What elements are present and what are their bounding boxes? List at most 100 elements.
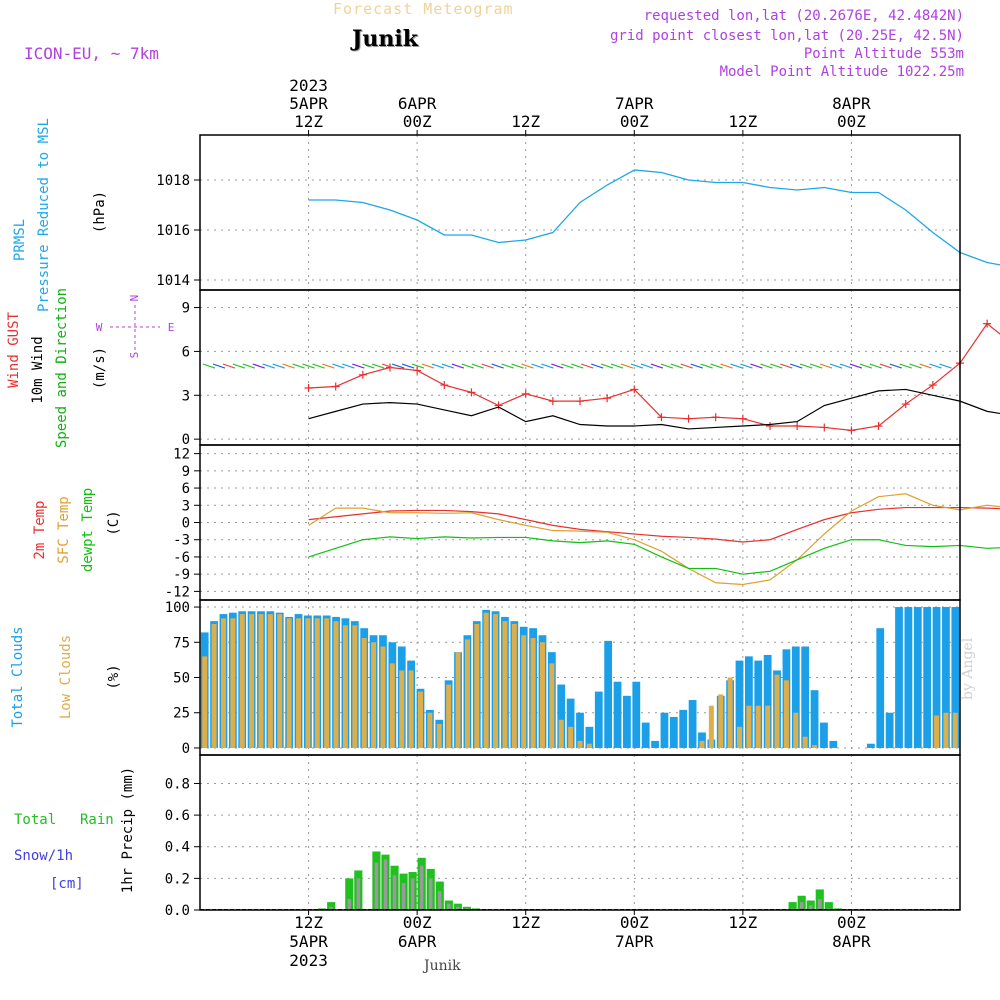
- wind-direction-arrow: [581, 363, 594, 369]
- wind-direction-arrow: [332, 363, 345, 369]
- wind-direction-arrow: [780, 363, 793, 369]
- wind-direction-arrow: [919, 363, 932, 369]
- low-cloud-bar: [267, 614, 273, 748]
- low-cloud-bar: [783, 680, 789, 748]
- top-time-label: 12Z: [728, 112, 757, 131]
- temp-line-0: [308, 506, 1000, 543]
- low-cloud-bar: [483, 612, 489, 748]
- station-name: Junik: [352, 26, 418, 52]
- low-cloud-bar: [436, 724, 442, 748]
- y-axis-label: (%): [106, 664, 122, 689]
- panel-frame: [199, 754, 961, 911]
- wind-direction-arrow: [451, 363, 465, 369]
- wind-direction-arrow: [700, 363, 713, 369]
- top-time-label: 6APR: [398, 94, 437, 113]
- precip-rain-bar: [329, 906, 333, 910]
- low-cloud-bar: [708, 705, 714, 748]
- wind-direction-arrow: [889, 363, 902, 369]
- wind-direction-arrow: [401, 363, 415, 369]
- wind-direction-arrow: [800, 363, 813, 369]
- compass-n: N: [128, 295, 141, 302]
- low-cloud-bar: [427, 712, 433, 748]
- side-label-low-clouds: Low Clouds: [58, 635, 74, 719]
- low-cloud-bar: [812, 745, 818, 748]
- grid-point: grid point closest lon,lat (20.25E, 42.5…: [609, 28, 964, 44]
- model-name: ICON-EU, ~ 7km: [24, 44, 159, 63]
- y-tick-label: 9: [182, 464, 190, 480]
- wind-direction-arrow: [680, 363, 693, 369]
- total-cloud-bar: [735, 660, 744, 748]
- wind-direction-arrow: [441, 363, 455, 369]
- side-label-rain: Rain: [80, 812, 114, 828]
- temp-line-2: [308, 536, 1000, 575]
- bottom-time-label: 00Z: [837, 913, 866, 932]
- low-cloud-bar: [765, 705, 771, 748]
- y-tick-label: 75: [173, 635, 190, 651]
- gust-marker: [413, 366, 422, 375]
- bottom-time-label: 00Z: [403, 913, 432, 932]
- total-cloud-bar: [876, 628, 885, 748]
- side-label-dewpt: dewpt Temp: [80, 488, 96, 572]
- side-label-total: Total: [14, 812, 56, 828]
- panel-pressure: 1014 1016 1018 PRMSL Pressure Reduced to MSL…: [12, 118, 1000, 312]
- precip-rain-bar: [347, 898, 352, 910]
- precip-rain-bar: [817, 898, 822, 910]
- wind-direction-arrow: [660, 363, 674, 369]
- y-tick-label: 1018: [156, 173, 190, 189]
- low-cloud-bar: [718, 694, 724, 748]
- wind-direction-arrow: [571, 363, 584, 369]
- wind-direction-arrow: [879, 363, 892, 369]
- y-tick-label: 0: [182, 516, 190, 532]
- gust-marker: [521, 389, 530, 398]
- wind-direction-arrow: [819, 363, 833, 369]
- wind-direction-arrow: [511, 363, 524, 369]
- gust-marker: [901, 400, 910, 409]
- compass-cross: [110, 305, 160, 350]
- low-cloud-bar: [934, 715, 940, 748]
- top-time-label: 00Z: [837, 112, 866, 131]
- total-cloud-bar: [651, 740, 659, 748]
- y-tick-label: 1014: [156, 273, 190, 289]
- low-cloud-bar: [361, 638, 367, 748]
- wind-direction-arrow: [312, 363, 325, 369]
- low-cloud-bar: [493, 614, 499, 748]
- y-tick-label: 6: [182, 481, 190, 497]
- bottom-time-label: 00Z: [620, 913, 649, 932]
- chart-title: Forecast Meteogram: [333, 0, 514, 18]
- precip-rain-bar: [383, 859, 388, 910]
- total-cloud-bar: [594, 691, 603, 748]
- y-tick-label: 0.8: [165, 776, 190, 792]
- low-cloud-bar: [755, 705, 761, 748]
- precip-rain-bar: [401, 883, 406, 910]
- y-tick-label: 1016: [156, 223, 190, 239]
- wind-direction-arrow: [630, 363, 644, 369]
- precip-rain-bar: [419, 865, 424, 910]
- wind-direction-arrow: [322, 363, 335, 369]
- wind-direction-arrow: [909, 363, 922, 369]
- total-cloud-bar: [613, 681, 622, 748]
- compass-e: E: [168, 321, 175, 334]
- top-time-label: 2023: [289, 76, 328, 95]
- low-cloud-bar: [220, 618, 226, 748]
- requested-point: requested lon,lat (20.2676E, 42.4842N): [643, 8, 964, 24]
- gust-line: [308, 322, 1000, 431]
- bottom-time-label: 12Z: [511, 913, 540, 932]
- side-label-direction: Speed and Direction: [54, 288, 70, 448]
- y-axis-label: 1hr Precip (mm): [120, 767, 136, 893]
- wind-direction-arrow: [222, 363, 236, 369]
- precip-rain-bar: [827, 908, 831, 910]
- wind-direction-arrow: [252, 363, 265, 369]
- precip-rain-bar: [392, 875, 397, 910]
- wind-direction-arrow: [362, 363, 375, 369]
- low-cloud-bar: [249, 614, 255, 748]
- bottom-time-label: 2023: [289, 951, 328, 970]
- wind-direction-arrow: [720, 363, 733, 369]
- precip-rain-bar: [410, 878, 415, 910]
- precip-rain-bar: [356, 878, 361, 910]
- low-cloud-bar: [699, 740, 705, 748]
- y-tick-label: 0: [182, 432, 190, 448]
- gust-marker: [603, 394, 612, 403]
